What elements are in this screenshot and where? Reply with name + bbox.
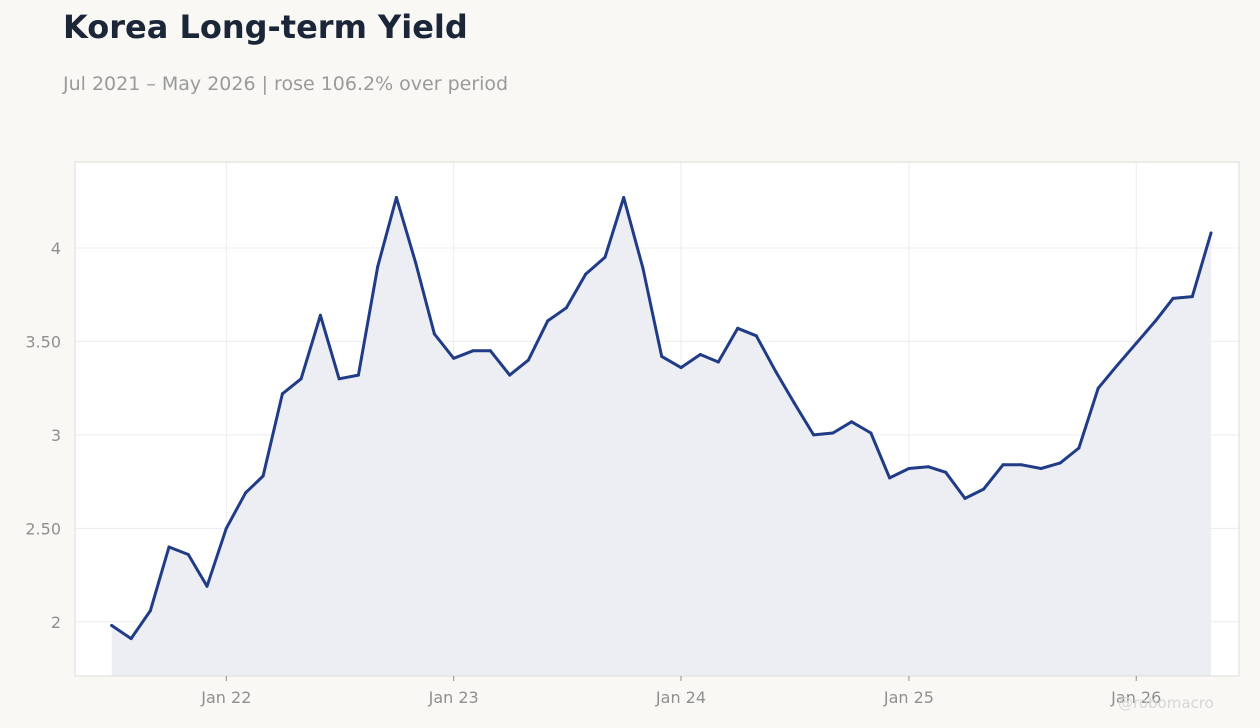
x-tick-label: Jan 22	[200, 688, 251, 707]
data-point	[471, 349, 475, 353]
data-point	[641, 267, 645, 270]
data-point	[299, 377, 303, 381]
data-point	[1077, 446, 1081, 450]
data-point	[1209, 231, 1213, 235]
data-point	[1058, 461, 1062, 465]
data-point	[129, 637, 133, 641]
data-point	[356, 373, 360, 377]
data-point	[754, 334, 758, 338]
data-point	[831, 431, 835, 435]
data-point	[888, 476, 892, 480]
data-point	[508, 373, 512, 377]
data-point	[244, 491, 248, 495]
data-points	[110, 196, 1213, 641]
data-point	[944, 470, 948, 474]
data-point	[318, 313, 322, 317]
data-point	[1190, 295, 1194, 299]
data-point	[186, 553, 190, 556]
data-point	[376, 265, 380, 269]
data-point	[280, 392, 284, 396]
x-tick-label: Jan 24	[655, 688, 706, 707]
data-point	[1096, 386, 1100, 390]
data-point	[564, 306, 568, 310]
y-tick-label: 3	[51, 426, 61, 445]
data-point	[736, 326, 740, 330]
yield-area	[111, 197, 1212, 676]
plot-frame	[74, 161, 1240, 677]
data-point	[546, 319, 550, 323]
data-point	[205, 584, 209, 588]
data-point	[963, 496, 967, 500]
y-axis-ticks: 2 2.50 3 3.50 4	[25, 239, 61, 632]
data-point	[1154, 319, 1157, 323]
data-point	[337, 377, 341, 381]
data-point	[526, 358, 530, 362]
data-point	[224, 526, 228, 530]
data-point	[1039, 467, 1043, 470]
data-point	[716, 360, 720, 364]
y-tick-label: 2.50	[25, 519, 61, 538]
data-point	[850, 420, 854, 424]
data-point	[660, 354, 664, 358]
data-point	[452, 356, 456, 360]
data-point	[698, 353, 702, 356]
y-tick-label: 3.50	[25, 332, 61, 351]
data-point	[1134, 341, 1138, 345]
data-point	[869, 431, 873, 435]
data-point	[1171, 296, 1175, 300]
data-point	[679, 366, 683, 370]
data-point	[261, 474, 265, 478]
data-point	[584, 272, 588, 276]
y-tick-label: 2	[51, 613, 61, 632]
data-point	[414, 261, 418, 265]
data-point	[110, 624, 114, 627]
data-point	[432, 332, 436, 336]
data-point	[622, 196, 626, 199]
x-axis-ticks: Jan 22 Jan 23 Jan 24 Jan 25 Jan 26	[200, 676, 1161, 707]
data-point	[774, 369, 778, 373]
x-tick-label: Jan 26	[1110, 688, 1161, 707]
data-point	[812, 433, 816, 437]
data-point	[907, 467, 911, 470]
data-point	[1020, 463, 1024, 467]
data-point	[167, 545, 171, 549]
data-point	[603, 255, 607, 259]
data-point	[792, 401, 796, 405]
y-tick-label: 4	[51, 239, 61, 258]
chart-title: Korea Long-term Yield	[63, 8, 468, 46]
watermark: @robomacro	[1118, 694, 1214, 712]
data-point	[148, 609, 152, 613]
data-point	[1001, 463, 1005, 467]
data-point	[926, 465, 930, 469]
data-point	[488, 349, 492, 353]
x-tick-label: Jan 25	[883, 688, 934, 707]
data-point	[982, 487, 986, 491]
data-point	[1115, 364, 1119, 368]
chart-subtitle: Jul 2021 – May 2026 | rose 106.2% over p…	[63, 73, 509, 95]
data-point	[394, 196, 398, 199]
x-tick-label: Jan 23	[428, 688, 479, 707]
